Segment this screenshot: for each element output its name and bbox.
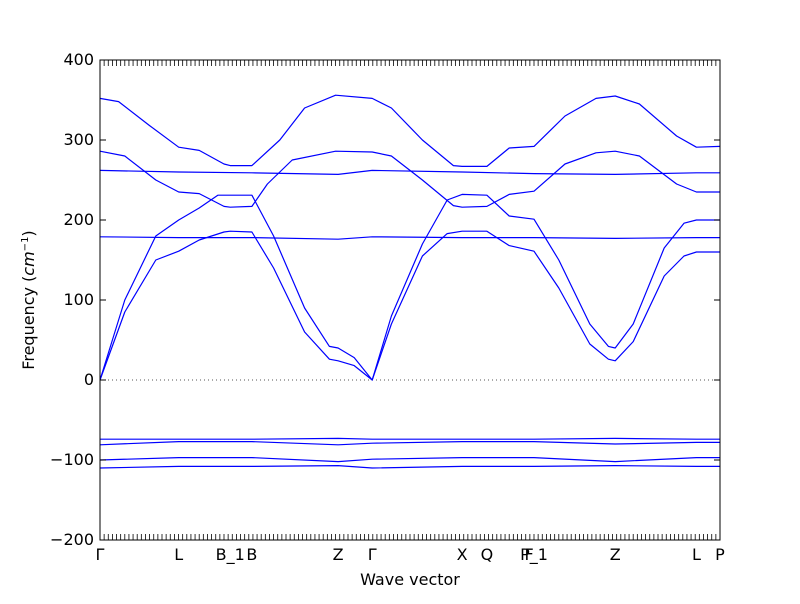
- y-tick-label: 0: [84, 370, 94, 389]
- x-axis-label: Wave vector: [360, 570, 460, 589]
- y-tick-label: 400: [63, 50, 94, 69]
- band-line-3: [99, 169, 720, 175]
- y-tick-label: −200: [50, 530, 94, 549]
- x-tick-label: Γ: [96, 545, 105, 564]
- band-line-10: [99, 465, 720, 469]
- band-line-5: [99, 230, 720, 381]
- x-tick-label: P_1: [520, 545, 548, 565]
- y-axis: −200 −100 0 100 200 300 400: [50, 50, 720, 549]
- x-tick-label: P: [715, 545, 725, 564]
- y-tick-label: 200: [63, 210, 94, 229]
- band-line-8: [99, 441, 720, 446]
- y-tick-label: −100: [50, 450, 94, 469]
- x-tick-label: L: [692, 545, 701, 564]
- band-line-4: [99, 193, 720, 381]
- x-tick-label: B_1: [216, 545, 245, 565]
- band-line-9: [99, 457, 720, 463]
- x-tick-label: L: [174, 545, 183, 564]
- y-axis-label: Frequency (cm−1): [19, 230, 38, 369]
- x-tick-label: B: [246, 545, 257, 564]
- band-line-1: [99, 94, 721, 167]
- x-tick-label: F: [524, 545, 533, 564]
- x-tick-label: Q: [481, 545, 494, 564]
- x-tick-label: X: [457, 545, 468, 564]
- y-tick-label: 300: [63, 130, 94, 149]
- x-tick-label: Z: [333, 545, 344, 564]
- band-line-2: [99, 150, 720, 208]
- plot-area: [99, 94, 721, 469]
- x-tick-label: Z: [610, 545, 621, 564]
- plot-frame: [99, 59, 721, 541]
- band-line-6: [99, 236, 720, 240]
- x-axis: Γ L B_1 B Z Γ X Q FP_1 Z L P: [96, 60, 725, 565]
- x-tick-label: Γ: [368, 545, 377, 564]
- band-line-7: [100, 437, 720, 440]
- y-tick-label: 100: [63, 290, 94, 309]
